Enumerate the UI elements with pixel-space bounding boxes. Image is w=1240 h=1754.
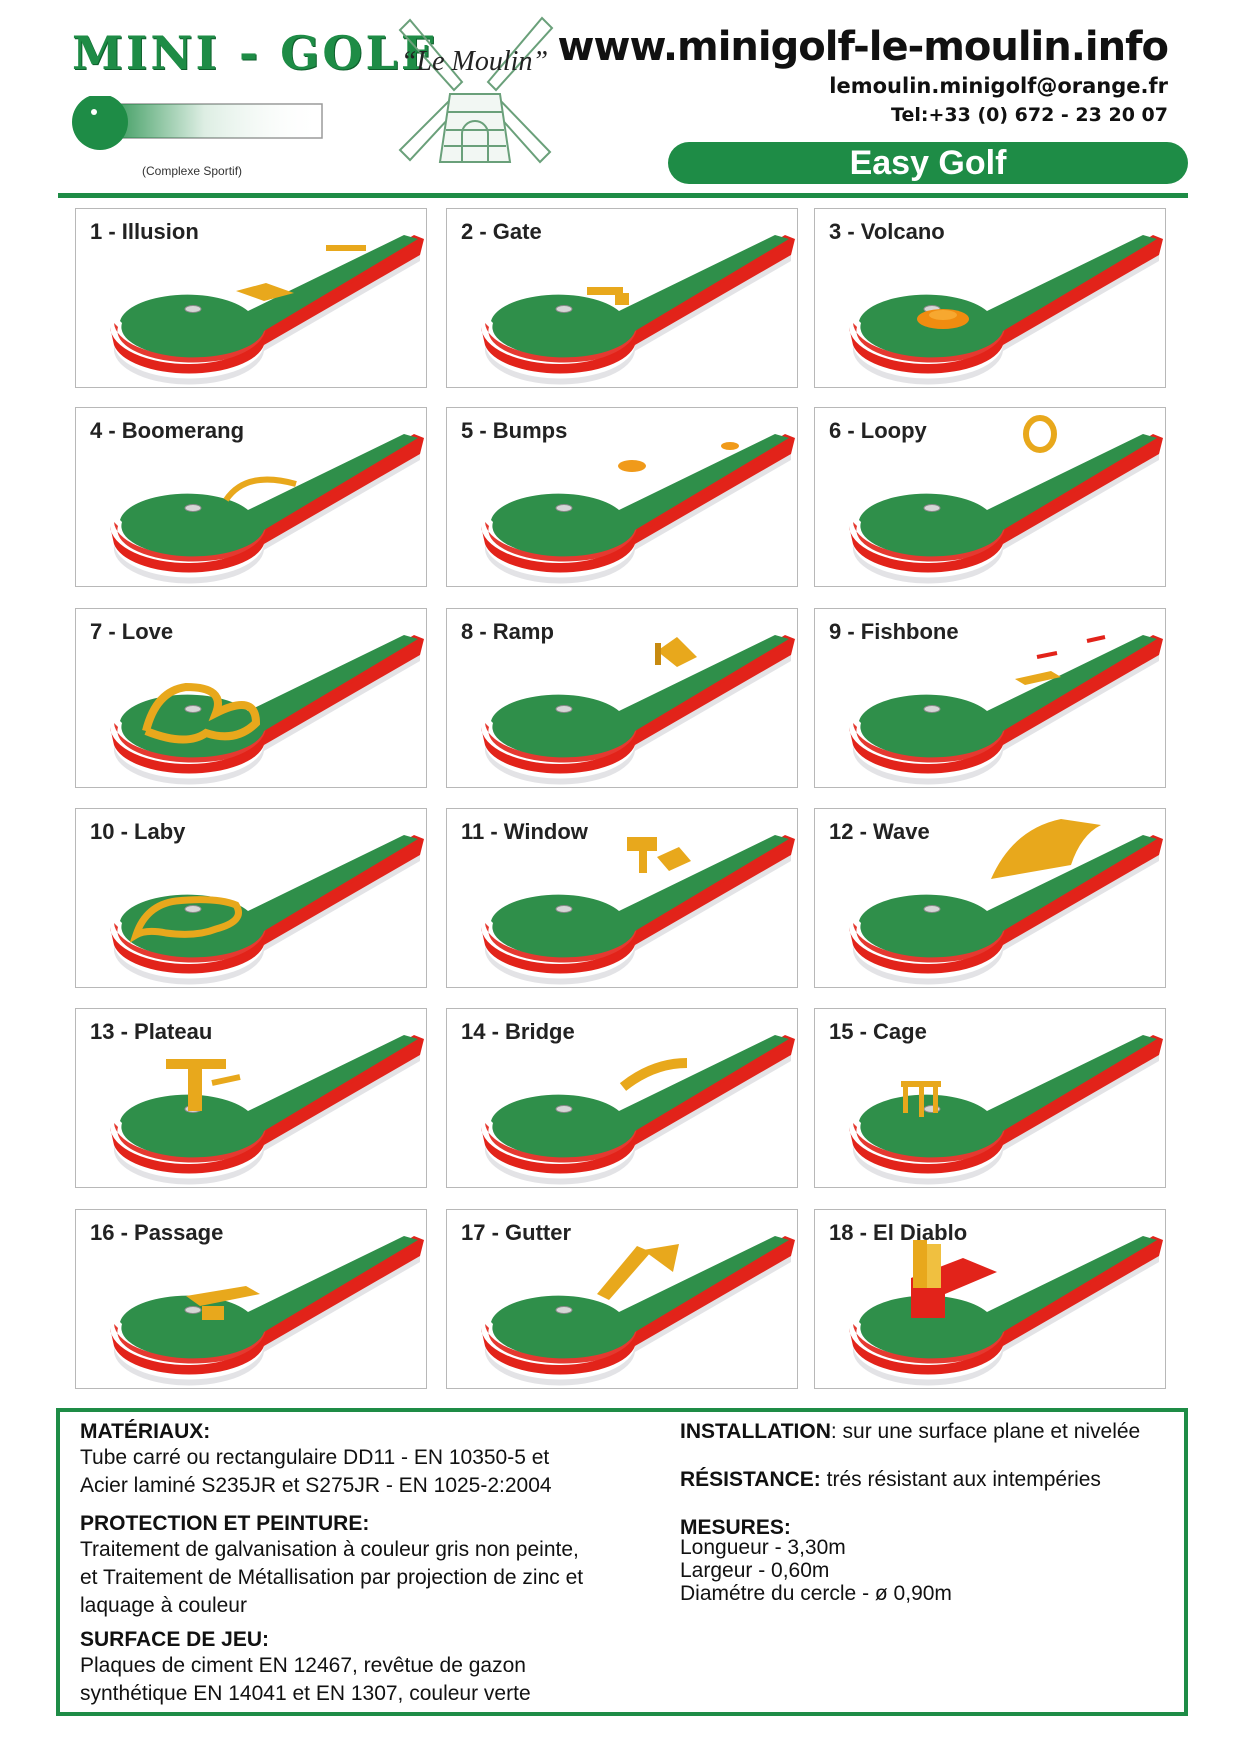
hole-card: 12 - Wave — [814, 808, 1166, 988]
installation-text: : sur une surface plane et nivelée — [830, 1420, 1141, 1443]
product-line-banner: Easy Golf — [668, 142, 1188, 184]
hole-course-render — [481, 1035, 795, 1185]
hole-label: 11 - Window — [461, 819, 588, 844]
protection-line-3: laquage à couleur — [80, 1594, 247, 1617]
hole-card: 18 - El Diablo — [814, 1209, 1166, 1389]
hole-course-render — [481, 434, 795, 584]
protection-line-1: Traitement de galvanisation à couleur gr… — [80, 1538, 579, 1561]
surface-heading: SURFACE DE JEU: — [80, 1628, 270, 1651]
hole-label: 9 - Fishbone — [829, 619, 959, 644]
putting-green-logo — [72, 96, 323, 150]
hole-course-render — [849, 1236, 1163, 1386]
hole-card: 13 - Plateau — [75, 1008, 427, 1188]
hole-card: 7 - Love — [75, 608, 427, 788]
hole-label: 7 - Love — [90, 619, 174, 644]
installation-heading: INSTALLATION — [680, 1420, 831, 1443]
surface-line-2: synthétique EN 14041 et EN 1307, couleur… — [80, 1682, 531, 1705]
hole-course-render — [110, 1236, 424, 1386]
materials-line-2: Acier laminé S235JR et S275JR - EN 1025-… — [80, 1474, 552, 1497]
hole-course-render — [481, 1236, 795, 1386]
hole-course-render — [110, 1035, 424, 1185]
hole-label: 4 - Boomerang — [90, 418, 245, 443]
materials-heading: MATÉRIAUX: — [80, 1420, 211, 1443]
resistance-spec: RÉSISTANCE: trés résistant aux intempéri… — [680, 1468, 1101, 1492]
hole-card: 1 - Illusion — [75, 208, 427, 388]
hole-card: 14 - Bridge — [446, 1008, 798, 1188]
hole-card: 15 - Cage — [814, 1008, 1166, 1188]
hole-course-render — [481, 235, 795, 385]
installation-spec: INSTALLATION: sur une surface plane et n… — [680, 1420, 1140, 1444]
brand-title: MINI - GOLF — [72, 26, 437, 80]
hole-card: 8 - Ramp — [446, 608, 798, 788]
measures-width: Largeur - 0,60m — [680, 1559, 830, 1582]
hole-course-render — [481, 635, 795, 785]
brand-subtitle: (Complexe Sportif) — [142, 164, 243, 178]
hole-course-render — [110, 635, 424, 785]
hole-label: 8 - Ramp — [461, 619, 554, 644]
phone-number: Tel:+33 (0) 672 - 23 20 07 — [891, 104, 1168, 126]
hole-card: 3 - Volcano — [814, 208, 1166, 388]
measures-heading: MESURES: — [680, 1516, 791, 1539]
resistance-text: trés résistant aux intempéries — [820, 1468, 1101, 1491]
hole-card: 9 - Fishbone — [814, 608, 1166, 788]
hole-card: 4 - Boomerang — [75, 407, 427, 587]
hole-label: 14 - Bridge — [461, 1019, 575, 1044]
hole-label: 6 - Loopy — [829, 418, 927, 443]
hole-course-render — [849, 1035, 1163, 1185]
hole-label: 1 - Illusion — [90, 219, 199, 244]
hole-card: 11 - Window — [446, 808, 798, 988]
hole-card: 5 - Bumps — [446, 407, 798, 587]
hole-label: 10 - Laby — [90, 819, 186, 844]
hole-label: 2 - Gate — [461, 219, 542, 244]
hole-course-render — [110, 835, 424, 985]
hole-course-render — [110, 235, 424, 385]
hole-label: 5 - Bumps — [461, 418, 568, 443]
hole-label: 16 - Passage — [90, 1220, 224, 1245]
hole-label: 3 - Volcano — [829, 219, 945, 244]
measures-diameter: Diamétre du cercle - ø 0,90m — [680, 1582, 952, 1605]
materials-line-1: Tube carré ou rectangulaire DD11 - EN 10… — [80, 1446, 550, 1469]
hole-label: 13 - Plateau — [90, 1019, 213, 1044]
hole-label: 15 - Cage — [829, 1019, 927, 1044]
surface-line-1: Plaques de ciment EN 12467, revêtue de g… — [80, 1654, 526, 1677]
hole-label: 12 - Wave — [829, 819, 930, 844]
header-divider — [58, 193, 1188, 198]
hole-course-render — [481, 835, 795, 985]
specifications-box: MATÉRIAUX: Tube carré ou rectangulaire D… — [56, 1408, 1188, 1716]
hole-course-render — [849, 819, 1163, 985]
hole-course-render — [110, 434, 424, 584]
hole-course-render — [849, 415, 1163, 584]
hole-card: 17 - Gutter — [446, 1209, 798, 1389]
hole-card: 6 - Loopy — [814, 407, 1166, 587]
protection-heading: PROTECTION ET PEINTURE: — [80, 1512, 370, 1535]
hole-course-render — [849, 235, 1163, 385]
measures-length: Longueur - 3,30m — [680, 1536, 846, 1559]
hole-card: 16 - Passage — [75, 1209, 427, 1389]
windmill-logo — [398, 16, 554, 164]
resistance-heading: RÉSISTANCE: — [680, 1468, 821, 1491]
hole-label: 17 - Gutter — [461, 1220, 572, 1245]
logo-name: “Le Moulin” — [400, 46, 549, 77]
hole-label: 18 - El Diablo — [829, 1220, 968, 1245]
website-link[interactable]: www.minigolf-le-moulin.info — [557, 24, 1169, 70]
email-link[interactable]: lemoulin.minigolf@orange.fr — [829, 74, 1168, 98]
hole-card: 2 - Gate — [446, 208, 798, 388]
hole-course-render — [849, 635, 1163, 785]
protection-line-2: et Traitement de Métallisation par proje… — [80, 1566, 584, 1589]
hole-card: 10 - Laby — [75, 808, 427, 988]
